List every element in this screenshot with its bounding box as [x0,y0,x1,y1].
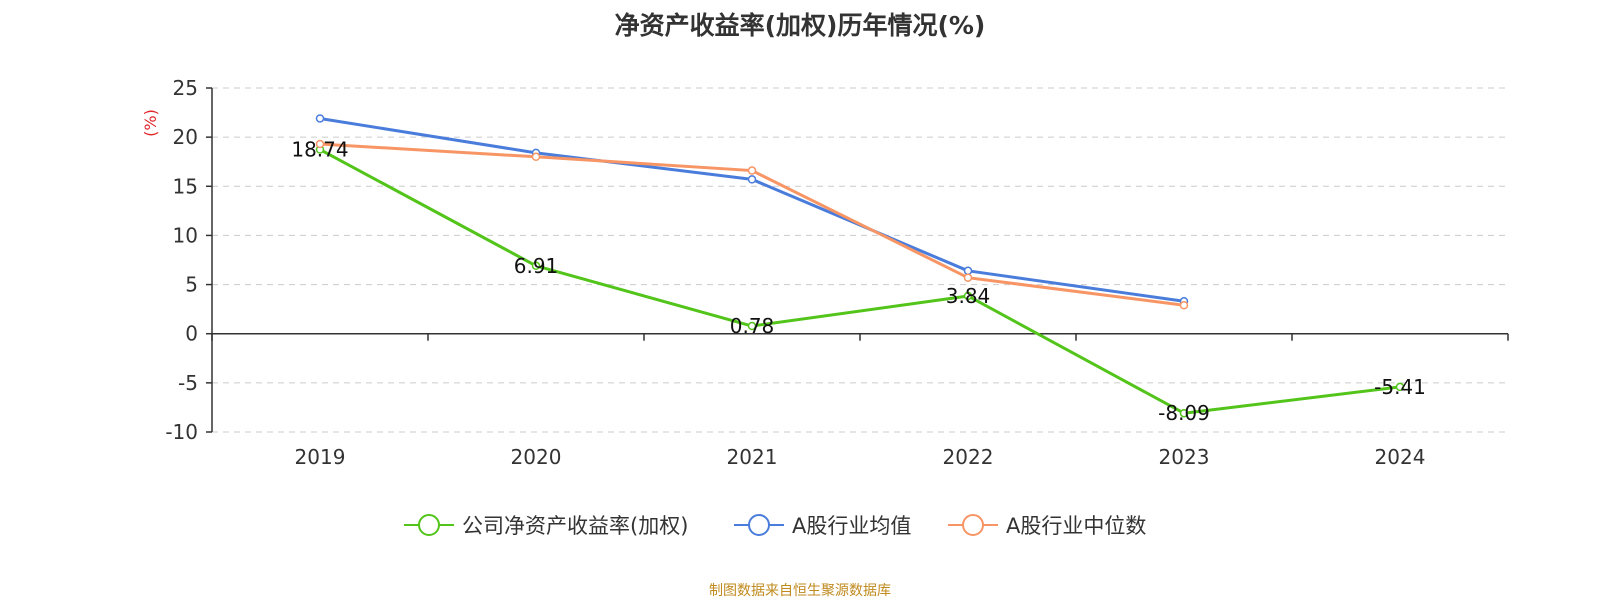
data-label: 3.84 [946,284,991,308]
data-labels: 18.74 6.91 0.78 3.84 -8.09 -5.41 [291,138,1426,426]
y-axis-unit-label: (%) [141,109,160,137]
y-tick-label: 10 [173,223,198,247]
y-tick-label: 20 [173,125,198,149]
series-point-2 [963,273,973,282]
legend: 公司净资产收益率(加权) A股行业均值 A股行业中位数 [404,514,1146,538]
grid-lines [212,87,1508,433]
series-line-1 [319,116,1185,303]
series-line-0 [319,148,1401,415]
series-point-2 [1179,300,1189,310]
x-tick-label: 2022 [943,445,994,469]
x-tick-label: 2021 [727,445,778,469]
legend-item-1[interactable]: A股行业均值 [734,514,911,538]
data-label: -8.09 [1158,401,1210,425]
legend-item-2[interactable]: A股行业中位数 [948,514,1146,538]
legend-circle-icon [748,514,770,536]
source-note: 制图数据来自恒生聚源数据库 [709,583,891,599]
data-label: 0.78 [730,314,775,338]
series-point-0 [1179,408,1189,418]
x-tick-label: 2020 [511,445,562,469]
series-point-0 [747,321,757,331]
data-label: 18.74 [291,138,348,162]
legend-circle-icon [418,514,440,536]
legend-item-0[interactable]: 公司净资产收益率(加权) [404,514,688,538]
y-tick-label: -10 [165,420,198,444]
y-tick-label: -5 [178,371,198,395]
x-tick-label: 2019 [295,445,346,469]
x-tick-label: 2023 [1159,445,1210,469]
series-point-0 [531,261,541,271]
chart-title: 净资产收益率(加权)历年情况(%) [614,11,986,40]
series-point-0 [963,291,973,301]
series-point-0 [1395,382,1405,392]
legend-label: 公司净资产收益率(加权) [462,514,688,538]
series-point-1 [747,175,757,184]
series-lines [315,114,1405,418]
data-label: -5.41 [1374,375,1426,399]
legend-label: A股行业均值 [792,514,911,538]
series-point-2 [747,166,757,175]
series-point-1 [963,266,973,276]
y-tick-label: 0 [185,322,198,346]
series-point-1 [315,114,325,123]
series-point-2 [531,152,541,162]
y-tick-label: 25 [173,76,198,100]
axes: 25 20 15 10 5 0 -5 -10 2019 2020 2021 2022 2023 2024 (… [141,76,1509,469]
y-tick-label: 15 [173,174,198,198]
series-point-2 [315,139,325,149]
y-tick-label: 5 [185,273,198,297]
legend-label: A股行业中位数 [1006,514,1146,538]
legend-circle-icon [962,514,984,536]
x-tick-label: 2024 [1375,445,1426,469]
data-label: 6.91 [514,254,559,278]
